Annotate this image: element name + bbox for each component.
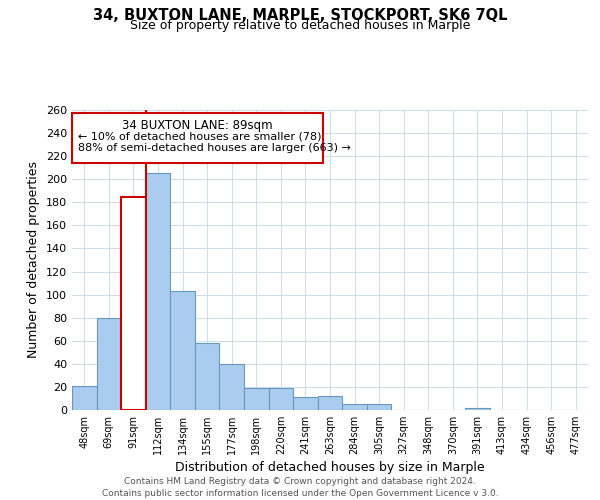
Y-axis label: Number of detached properties: Number of detached properties <box>28 162 40 358</box>
Bar <box>72 386 97 410</box>
Bar <box>195 343 220 410</box>
Text: Size of property relative to detached houses in Marple: Size of property relative to detached ho… <box>130 18 470 32</box>
Bar <box>97 318 121 410</box>
Text: 34, BUXTON LANE, MARPLE, STOCKPORT, SK6 7QL: 34, BUXTON LANE, MARPLE, STOCKPORT, SK6 … <box>93 8 507 22</box>
Bar <box>342 404 367 410</box>
Bar <box>146 174 170 410</box>
Bar <box>244 388 269 410</box>
Bar <box>293 398 318 410</box>
Bar <box>269 388 293 410</box>
Bar <box>220 364 244 410</box>
Bar <box>465 408 490 410</box>
Bar <box>367 404 391 410</box>
Text: Contains HM Land Registry data © Crown copyright and database right 2024.: Contains HM Land Registry data © Crown c… <box>124 478 476 486</box>
Text: ← 10% of detached houses are smaller (78): ← 10% of detached houses are smaller (78… <box>78 132 322 141</box>
Text: 88% of semi-detached houses are larger (663) →: 88% of semi-detached houses are larger (… <box>78 144 351 154</box>
Text: Contains public sector information licensed under the Open Government Licence v : Contains public sector information licen… <box>101 489 499 498</box>
Bar <box>318 396 342 410</box>
Bar <box>121 196 146 410</box>
Bar <box>170 291 195 410</box>
Text: 34 BUXTON LANE: 89sqm: 34 BUXTON LANE: 89sqm <box>122 118 272 132</box>
X-axis label: Distribution of detached houses by size in Marple: Distribution of detached houses by size … <box>175 461 485 474</box>
